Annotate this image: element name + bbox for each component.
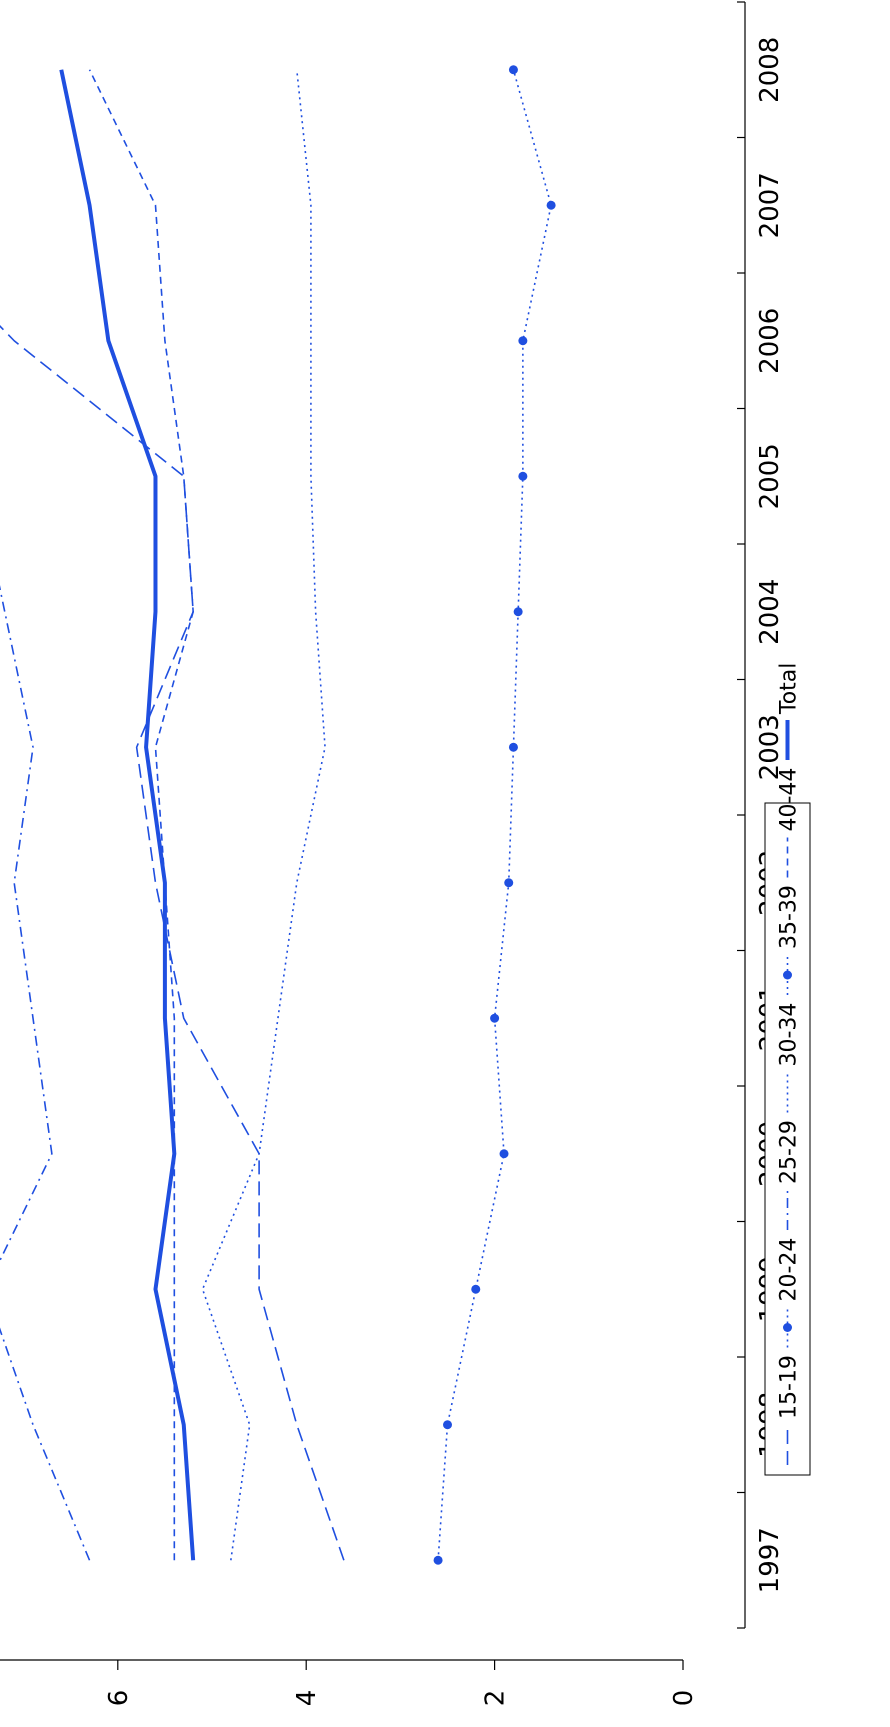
value-axis-tick-label: 6 [104,1690,134,1707]
series-line [0,585,91,1561]
legend-item-30-34: 30-34 [777,1003,802,1113]
data-point [546,200,556,210]
data-point [471,1284,481,1294]
category-axis-tick-label: 2006 [755,308,785,374]
data-point [499,1149,509,1159]
series-line [0,325,345,1561]
value-axis-tick-label: 0 [669,1690,699,1707]
legend-item-15-19: 15-19 [777,1355,802,1465]
legend-item-25-29: 25-29 [777,1120,802,1230]
category-axis-tick-label: 2008 [755,37,785,103]
series-15-19 [0,325,345,1561]
legend: 15-19 20-24 25-29 30-34 35-39 40-44 Total [764,663,811,1476]
legend-label: 15-19 [777,1355,802,1419]
series-line [201,69,326,1561]
legend-item-Total: Total [777,663,802,760]
data-point [433,1555,443,1565]
category-axis-tick-label: 2007 [755,172,785,238]
data-point [518,471,528,481]
series-line [59,69,196,1561]
legend-label: 20-24 [777,1238,802,1302]
category-axis-tick-label: 2004 [755,579,785,645]
value-axis-tick-label: 4 [292,1690,322,1707]
data-point [508,65,518,75]
value-axis-tick-label: 2 [481,1690,511,1707]
data-point [508,742,518,752]
data-point [504,878,514,888]
legend-box [764,802,811,1476]
axes: 0246810121419971998199920002001200220032… [0,1,785,1707]
data-point [443,1420,452,1430]
legend-item-20-24: 20-24 [777,1238,802,1348]
series-25-29 [0,585,91,1561]
series-30-34 [201,69,326,1561]
data-point [513,607,523,617]
legend-item-40-44: 40-44 [777,768,802,878]
legend-marker [783,1323,792,1332]
category-axis-tick-label: 2003 [755,714,785,780]
legend-label: 25-29 [777,1120,802,1184]
legend-label: Total [777,663,802,715]
data-point [490,1013,500,1023]
legend-label: 35-39 [777,885,802,949]
series-40-44 [88,69,194,1561]
legend-item-35-39: 35-39 [777,885,802,995]
series-20-24 [433,65,556,1565]
series-Total [59,69,196,1561]
series-lines [0,65,556,1565]
series-line [437,69,552,1561]
category-axis-tick-label: 1997 [755,1527,785,1593]
legend-label: 40-44 [777,768,802,832]
category-axis-tick-label: 2005 [755,443,785,509]
data-point [518,336,528,346]
series-line [88,69,194,1561]
legend-label: 30-34 [777,1003,802,1067]
legend-marker [783,970,792,980]
